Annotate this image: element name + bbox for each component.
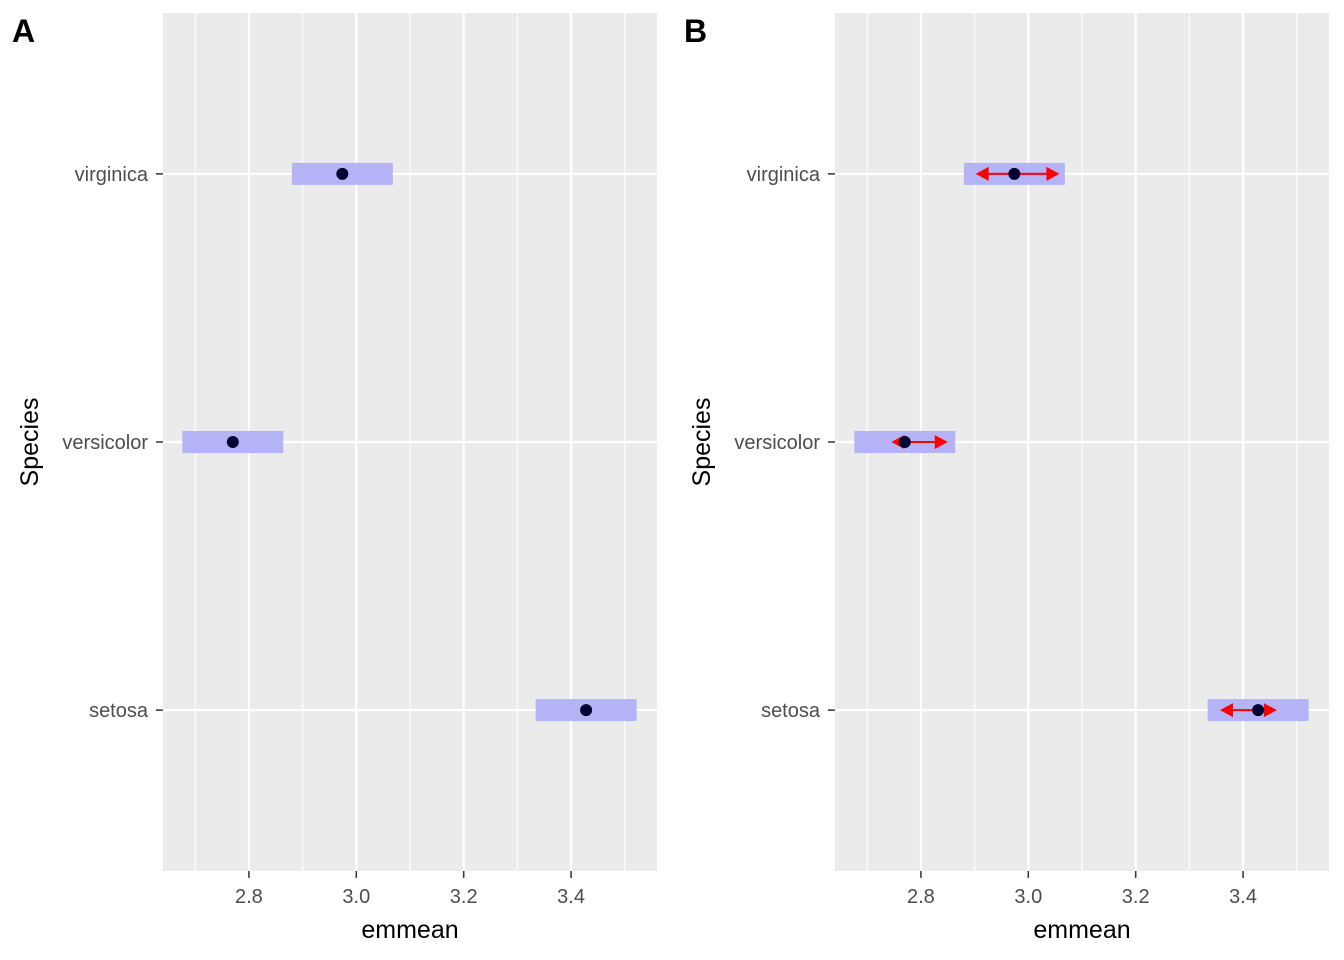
comparison-arrow-right-virginica bbox=[1046, 166, 1060, 181]
panel-tag: B bbox=[684, 13, 707, 49]
comparison-arrow-right-versicolor bbox=[934, 435, 948, 449]
panel-b: setosa versicolor virginica 2.8 3.0 3.2 3.4 emm… bbox=[684, 13, 1329, 944]
x-tick-label: 3.4 bbox=[1229, 886, 1257, 908]
point-setosa bbox=[1252, 704, 1265, 717]
point-virginica bbox=[336, 167, 349, 180]
point-versicolor bbox=[226, 436, 239, 448]
x-tick-label: 3.4 bbox=[557, 886, 585, 908]
y-axis-title: Species bbox=[688, 398, 716, 487]
x-tick-label: 2.8 bbox=[235, 886, 263, 908]
y-tick-label-setosa: setosa bbox=[89, 700, 149, 722]
x-tick-label: 2.8 bbox=[907, 886, 935, 908]
panel-tag: A bbox=[12, 13, 35, 49]
point-versicolor bbox=[898, 436, 911, 448]
panel-a: setosa versicolor virginica 2.8 3.0 3.2 3.4 emm… bbox=[12, 13, 657, 944]
y-tick-label-setosa: setosa bbox=[761, 700, 821, 722]
y-tick-label-virginica: virginica bbox=[747, 164, 821, 186]
point-virginica bbox=[1008, 167, 1021, 180]
x-axis-title: emmean bbox=[1033, 916, 1130, 944]
x-tick-label: 3.2 bbox=[450, 886, 478, 908]
y-axis-title: Species bbox=[16, 398, 44, 487]
y-tick-label-virginica: virginica bbox=[75, 164, 149, 186]
comparison-arrow-left-virginica bbox=[975, 166, 989, 181]
point-setosa bbox=[580, 704, 593, 717]
comparison-arrow-right-setosa bbox=[1263, 703, 1277, 718]
y-tick-label-versicolor: versicolor bbox=[734, 432, 820, 454]
comparison-arrow-left-setosa bbox=[1219, 703, 1233, 718]
x-tick-label: 3.2 bbox=[1122, 886, 1150, 908]
x-axis-title: emmean bbox=[361, 916, 458, 944]
x-tick-label: 3.0 bbox=[342, 886, 370, 908]
x-tick-label: 3.0 bbox=[1014, 886, 1042, 908]
y-tick-label-versicolor: versicolor bbox=[62, 432, 148, 454]
